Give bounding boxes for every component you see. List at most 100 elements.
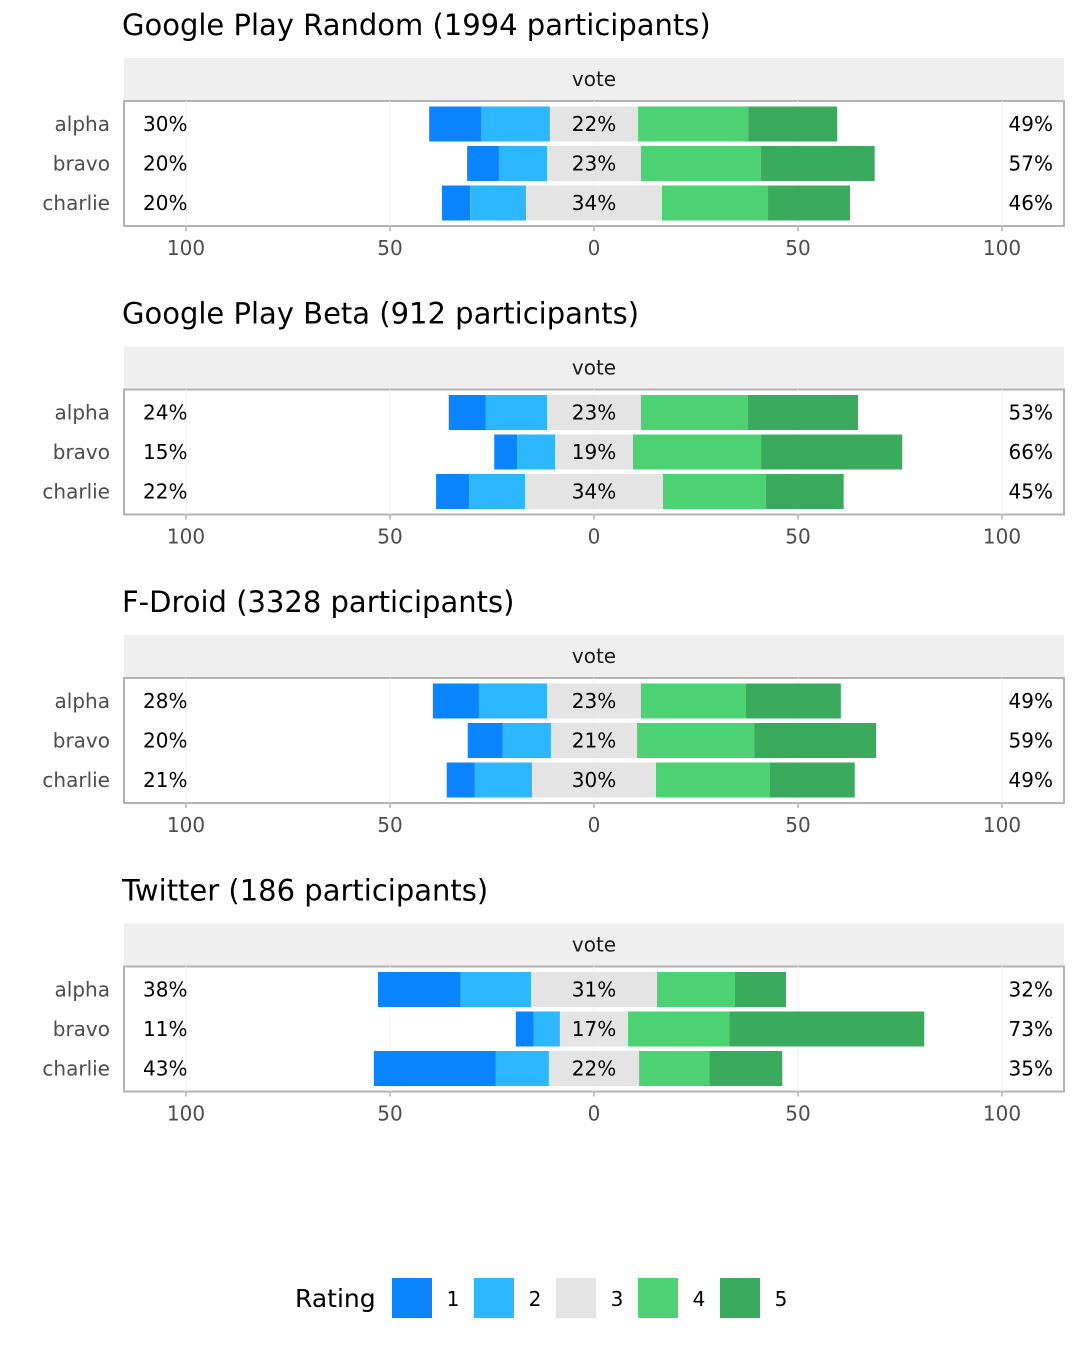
right-percent-label: 35%: [1009, 1057, 1053, 1081]
bar-segment-rating-4: [662, 474, 766, 509]
x-tick-label: 50: [785, 236, 810, 260]
bar-segment-rating-1: [446, 762, 475, 798]
bar-segment-rating-2: [495, 1051, 549, 1086]
left-percent-label: 15%: [143, 440, 187, 464]
x-tick-label: 50: [377, 525, 402, 549]
center-percent-label: 23%: [572, 152, 616, 176]
legend-title: Rating: [295, 1284, 376, 1313]
bar-segment-rating-5: [765, 474, 844, 509]
left-percent-label: 28%: [143, 689, 187, 713]
bar-segment-rating-3: [547, 146, 641, 181]
left-percent-label: 30%: [143, 112, 187, 136]
right-percent-label: 32%: [1009, 978, 1053, 1002]
bar-segment-rating-3: [526, 185, 662, 221]
strip-background: [124, 635, 1064, 677]
center-percent-label: 31%: [572, 978, 616, 1002]
bar-segment-rating-3: [549, 106, 639, 142]
bar-segment-rating-1: [467, 723, 503, 758]
bar-segment-rating-2: [470, 185, 527, 221]
bar-segment-rating-4: [656, 762, 770, 798]
center-percent-label: 23%: [572, 401, 616, 425]
legend-label: 2: [529, 1287, 542, 1311]
bar-segment-rating-1: [467, 146, 499, 181]
bar-segment-rating-3: [547, 395, 641, 430]
bar-segment-rating-5: [745, 683, 841, 719]
x-tick-label: 100: [983, 813, 1021, 837]
right-percent-label: 73%: [1009, 1017, 1053, 1041]
x-tick-label: 100: [167, 1102, 205, 1126]
legend-label: 3: [611, 1287, 624, 1311]
bar-segment-rating-4: [661, 185, 769, 221]
bar-segment-rating-4: [639, 1051, 710, 1086]
x-tick-label: 100: [983, 525, 1021, 549]
right-percent-label: 45%: [1009, 480, 1053, 504]
legend-swatch-1: [392, 1278, 432, 1318]
bar-segment-rating-1: [377, 972, 461, 1007]
bar-segment-rating-1: [429, 106, 481, 142]
bar-segment-rating-4: [632, 434, 762, 470]
y-tick-label: charlie: [42, 1057, 110, 1081]
x-tick-label: 100: [167, 813, 205, 837]
x-tick-label: 0: [588, 1102, 601, 1126]
strip-label: vote: [572, 67, 616, 91]
legend-swatch-5: [720, 1278, 760, 1318]
x-tick-label: 50: [377, 236, 402, 260]
bar-segment-rating-1: [432, 683, 479, 719]
panel-title: Google Play Random (1994 participants): [122, 8, 711, 42]
strip-label: vote: [572, 356, 616, 380]
left-percent-label: 24%: [143, 401, 187, 425]
bar-segment-rating-5: [709, 1051, 783, 1086]
x-tick-label: 0: [588, 236, 601, 260]
x-tick-label: 50: [377, 813, 402, 837]
bar-segment-rating-2: [469, 474, 526, 509]
y-tick-label: bravo: [53, 152, 110, 176]
x-tick-label: 0: [588, 525, 601, 549]
center-percent-label: 34%: [572, 191, 616, 215]
left-percent-label: 20%: [143, 729, 187, 753]
bar-segment-rating-2: [502, 723, 551, 758]
bar-segment-rating-1: [448, 395, 486, 430]
y-tick-label: alpha: [55, 689, 110, 713]
y-tick-label: charlie: [42, 480, 110, 504]
y-tick-label: bravo: [53, 729, 110, 753]
bar-segment-rating-5: [734, 972, 786, 1007]
x-tick-label: 50: [377, 1102, 402, 1126]
right-percent-label: 46%: [1009, 191, 1053, 215]
y-tick-label: bravo: [53, 440, 110, 464]
bar-segment-rating-3: [559, 1011, 629, 1047]
left-percent-label: 20%: [143, 191, 187, 215]
bar-segment-rating-4: [637, 723, 755, 758]
bar-segment-rating-5: [747, 395, 858, 430]
strip-label: vote: [572, 644, 616, 668]
bar-segment-rating-3: [547, 683, 641, 719]
center-percent-label: 19%: [572, 440, 616, 464]
bar-segment-rating-5: [754, 723, 877, 758]
center-percent-label: 17%: [572, 1017, 616, 1041]
right-percent-label: 49%: [1009, 689, 1053, 713]
strip-background: [124, 923, 1064, 966]
left-percent-label: 22%: [143, 480, 187, 504]
bar-segment-rating-3: [550, 723, 638, 758]
legend-label: 1: [447, 1287, 460, 1311]
left-percent-label: 11%: [143, 1017, 187, 1041]
bar-segment-rating-1: [515, 1011, 534, 1047]
strip-background: [124, 58, 1064, 100]
y-tick-label: charlie: [42, 191, 110, 215]
bar-segment-rating-4: [640, 395, 748, 430]
panel-title: Twitter (186 participants): [121, 874, 488, 908]
right-percent-label: 49%: [1009, 112, 1053, 136]
center-percent-label: 30%: [572, 768, 616, 792]
bar-segment-rating-5: [761, 434, 903, 470]
x-tick-label: 0: [588, 813, 601, 837]
bar-segment-rating-4: [640, 146, 761, 181]
legend-swatch-4: [638, 1278, 678, 1318]
center-percent-label: 22%: [572, 1057, 616, 1081]
bar-segment-rating-2: [480, 106, 550, 142]
bar-segment-rating-5: [760, 146, 875, 181]
bar-segment-rating-5: [768, 185, 851, 221]
bar-segment-rating-4: [657, 972, 735, 1007]
left-percent-label: 20%: [143, 152, 187, 176]
right-percent-label: 53%: [1009, 401, 1053, 425]
bar-segment-rating-3: [530, 972, 658, 1007]
